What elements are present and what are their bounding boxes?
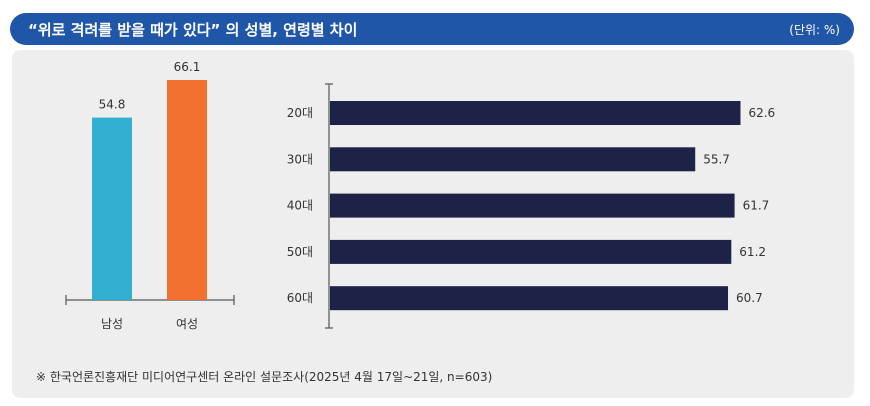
chart-header: “위로 격려를 받을 때가 있다” 의 성별, 연령별 차이 (단위: %)	[10, 13, 854, 45]
age-value-label-3: 61.2	[739, 245, 766, 259]
age-value-label-2: 61.7	[743, 199, 770, 213]
age-bar-0	[330, 101, 741, 125]
age-category-label-0: 20대	[287, 106, 313, 120]
age-category-label-1: 30대	[287, 152, 313, 166]
unit-label: (단위: %)	[789, 23, 840, 37]
age-bar-1	[330, 147, 696, 172]
source-note: ※ 한국언론진흥재단 미디어연구센터 온라인 설문조사(2025년 4월 17일…	[36, 370, 493, 384]
gender-value-label-1: 66.1	[174, 60, 201, 74]
age-value-label-4: 60.7	[736, 291, 763, 305]
age-value-label-1: 55.7	[703, 152, 730, 166]
gender-bar-0	[92, 117, 132, 300]
age-category-label-4: 60대	[287, 291, 313, 305]
chart-title: “위로 격려를 받을 때가 있다” 의 성별, 연령별 차이	[28, 21, 358, 39]
age-bar-4	[330, 286, 729, 311]
age-value-label-0: 62.6	[748, 106, 775, 120]
age-category-label-3: 50대	[287, 245, 313, 259]
gender-value-label-0: 54.8	[99, 98, 126, 112]
gender-category-label-1: 여성	[176, 317, 198, 331]
gender-bar-1	[167, 79, 207, 300]
gender-category-label-0: 남성	[101, 317, 123, 331]
age-category-label-2: 40대	[287, 199, 313, 213]
age-bar-2	[330, 193, 735, 218]
age-bar-3	[330, 239, 732, 264]
